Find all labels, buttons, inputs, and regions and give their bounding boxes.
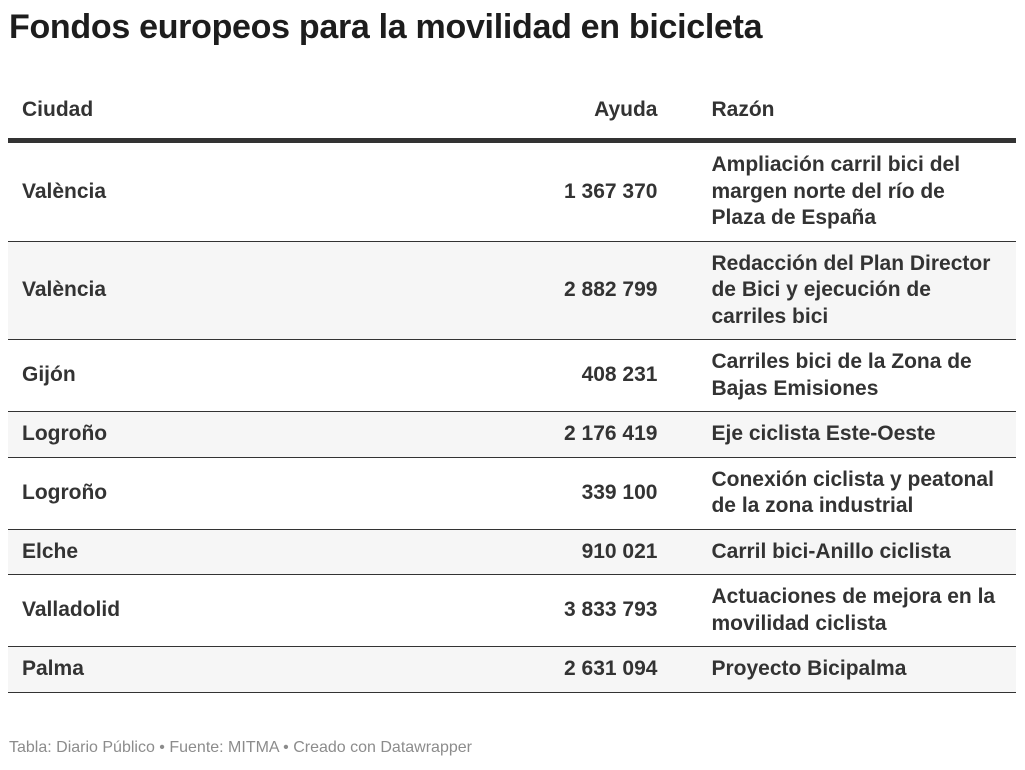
table-cell: Logroño [8,457,208,530]
table-row: Logroño 339 100 Conexión ciclista y peaton… [8,457,1016,530]
table-row: València 1 367 370 Ampliación carril bici … [8,140,1016,242]
table-cell: 408 231 [207,339,698,412]
table-cell: Conexión ciclista y peatonal de la zona … [697,457,1016,530]
column-header: Razón [697,84,1016,143]
table-row: Logroño 2 176 419 Eje ciclista Este-Oeste [8,411,1016,458]
table-cell: 3 833 793 [207,574,698,647]
table-cell: Valladolid [8,574,208,647]
table-row: València 2 882 799 Redacción del Plan Dire… [8,241,1016,340]
table-row: Valladolid 3 833 793 Actuaciones de mejora… [8,574,1016,647]
table-cell: 2 631 094 [207,646,698,693]
table-cell: 910 021 [207,529,698,575]
table-cell: Eje ciclista Este-Oeste [697,411,1016,458]
column-header: Ciudad [8,84,208,143]
header-row: Ciudad Ayuda Razón [8,84,1016,143]
table-cell: Gijón [8,339,208,412]
table-cell: Proyecto Bicipalma [697,646,1016,693]
table-cell: Carriles bici de la Zona de Bajas Emisio… [697,339,1016,412]
table-cell: 2 176 419 [207,411,698,458]
column-header: Ayuda [207,84,698,143]
table-cell: 339 100 [207,457,698,530]
table-row: Palma 2 631 094 Proyecto Bicipalma [8,646,1016,693]
table-cell: Ampliación carril bici del margen norte … [697,140,1016,242]
table-cell: València [8,140,208,242]
table-cell: Logroño [8,411,208,458]
table-cell: Elche [8,529,208,575]
table-row: Elche 910 021 Carril bici-Anillo ciclista [8,529,1016,575]
table-cell: 2 882 799 [207,241,698,340]
table-cell: Redacción del Plan Director de Bici y ej… [697,241,1016,340]
table-cell: Carril bici-Anillo ciclista [697,529,1016,575]
table-row: Gijón 408 231 Carriles bici de la Zona de … [8,339,1016,412]
table-cell: València [8,241,208,340]
title: Fondos europeos para la movilidad en bic… [9,8,763,46]
table-cell: Palma [8,646,208,693]
table-cell: Actuaciones de mejora en la movilidad ci… [697,574,1016,647]
footer-note: Tabla: Diario Público • Fuente: MITMA • … [9,739,472,756]
data-table: Ciudad Ayuda Razón València 1 367 370 Ampl… [8,84,1016,693]
table-cell: 1 367 370 [207,140,698,242]
